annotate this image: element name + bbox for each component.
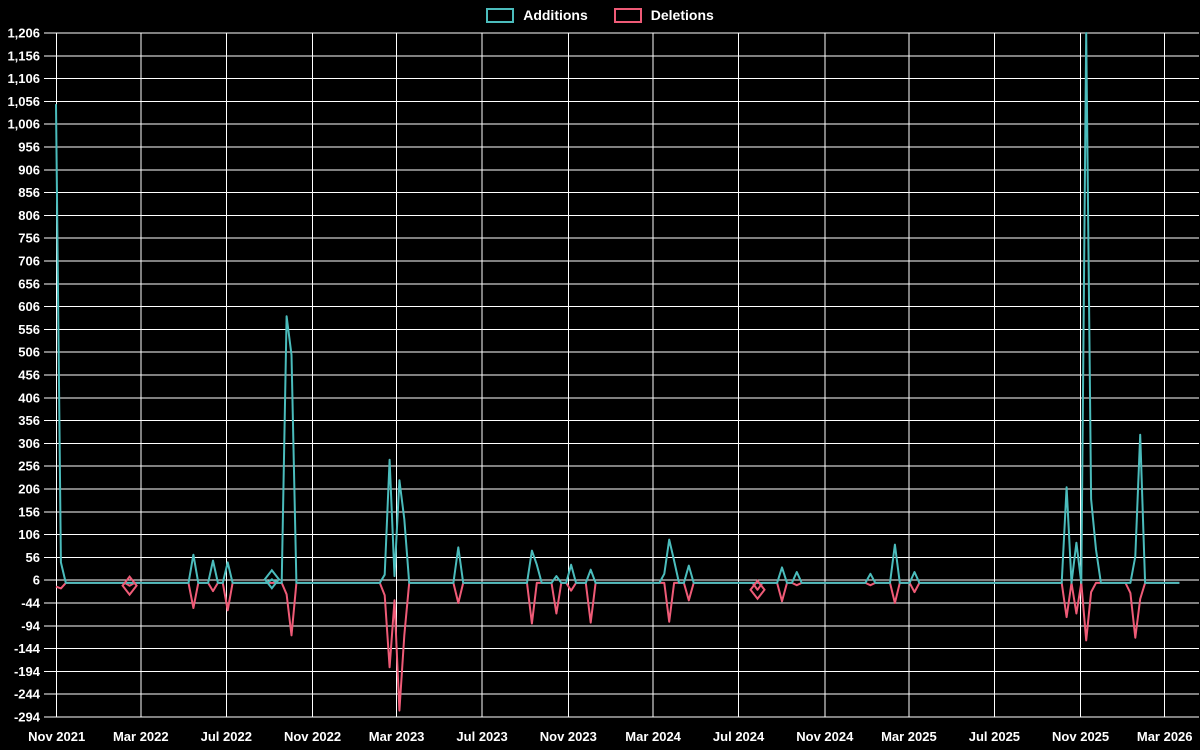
x-tick-label: Nov 2025: [1052, 729, 1109, 744]
additions-line[interactable]: [55, 32, 1180, 584]
x-tick-label: Jul 2024: [713, 729, 765, 744]
additions-swatch-icon: [486, 7, 515, 23]
x-tick-label: Nov 2023: [540, 729, 597, 744]
y-tick-label: 606: [18, 299, 40, 314]
y-tick-label: 1,206: [7, 26, 40, 41]
y-tick-label: 156: [18, 504, 40, 519]
y-tick-label: 256: [18, 459, 40, 474]
y-tick-label: 106: [18, 527, 40, 542]
deletions-point-marker[interactable]: [749, 579, 766, 601]
x-tick-label: Mar 2023: [369, 729, 425, 744]
x-tick-label: Mar 2022: [113, 729, 169, 744]
x-tick-label: Mar 2025: [881, 729, 937, 744]
x-tick-label: Nov 2021: [28, 729, 85, 744]
x-tick-label: Jul 2022: [201, 729, 252, 744]
y-tick-label: 1,156: [7, 48, 40, 63]
y-tick-label: 756: [18, 231, 40, 246]
y-tick-label: 1,056: [7, 94, 40, 109]
y-tick-label: 6: [33, 573, 40, 588]
y-tick-label: -94: [21, 618, 41, 633]
deletions-swatch-icon: [613, 7, 642, 23]
y-tick-label: 1,106: [7, 71, 40, 86]
additions-label: Additions: [523, 7, 588, 23]
y-tick-label: 556: [18, 322, 40, 337]
x-tick-label: Nov 2022: [284, 729, 341, 744]
x-tick-label: Jul 2025: [969, 729, 1020, 744]
deletions-point-marker[interactable]: [121, 575, 138, 597]
y-tick-label: -194: [14, 664, 41, 679]
y-tick-label: 456: [18, 368, 40, 383]
x-tick-label: Jul 2023: [456, 729, 507, 744]
y-tick-label: 956: [18, 140, 40, 155]
legend: Additions Deletions: [0, 7, 1200, 23]
y-tick-label: 656: [18, 276, 40, 291]
y-tick-label: 56: [26, 550, 40, 565]
y-tick-label: 906: [18, 162, 40, 177]
y-tick-label: 1,006: [7, 117, 40, 132]
legend-item-additions[interactable]: Additions: [486, 7, 588, 23]
y-tick-label: -44: [21, 596, 41, 611]
y-tick-label: 306: [18, 436, 40, 451]
y-tick-label: 856: [18, 185, 40, 200]
y-tick-label: -144: [14, 641, 41, 656]
x-tick-label: Nov 2024: [796, 729, 854, 744]
legend-item-deletions[interactable]: Deletions: [613, 7, 714, 23]
y-tick-label: -294: [14, 710, 41, 725]
y-tick-label: 206: [18, 482, 40, 497]
additions-point-marker[interactable]: [263, 568, 281, 590]
deletions-label: Deletions: [650, 7, 714, 23]
y-tick-label: 806: [18, 208, 40, 223]
y-tick-label: 406: [18, 390, 40, 405]
y-tick-label: -244: [14, 687, 41, 702]
x-tick-label: Mar 2026: [1137, 729, 1193, 744]
x-tick-label: Mar 2024: [625, 729, 681, 744]
y-tick-label: 356: [18, 413, 40, 428]
deletions-line[interactable]: [55, 581, 1180, 712]
y-tick-label: 706: [18, 254, 40, 269]
y-tick-label: 506: [18, 345, 40, 360]
